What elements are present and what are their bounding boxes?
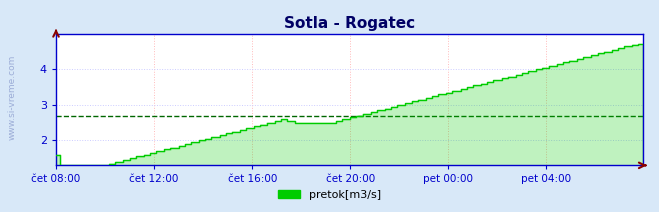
Title: Sotla - Rogatec: Sotla - Rogatec: [284, 16, 415, 31]
Legend: pretok[m3/s]: pretok[m3/s]: [273, 186, 386, 204]
Text: www.si-vreme.com: www.si-vreme.com: [8, 55, 17, 140]
